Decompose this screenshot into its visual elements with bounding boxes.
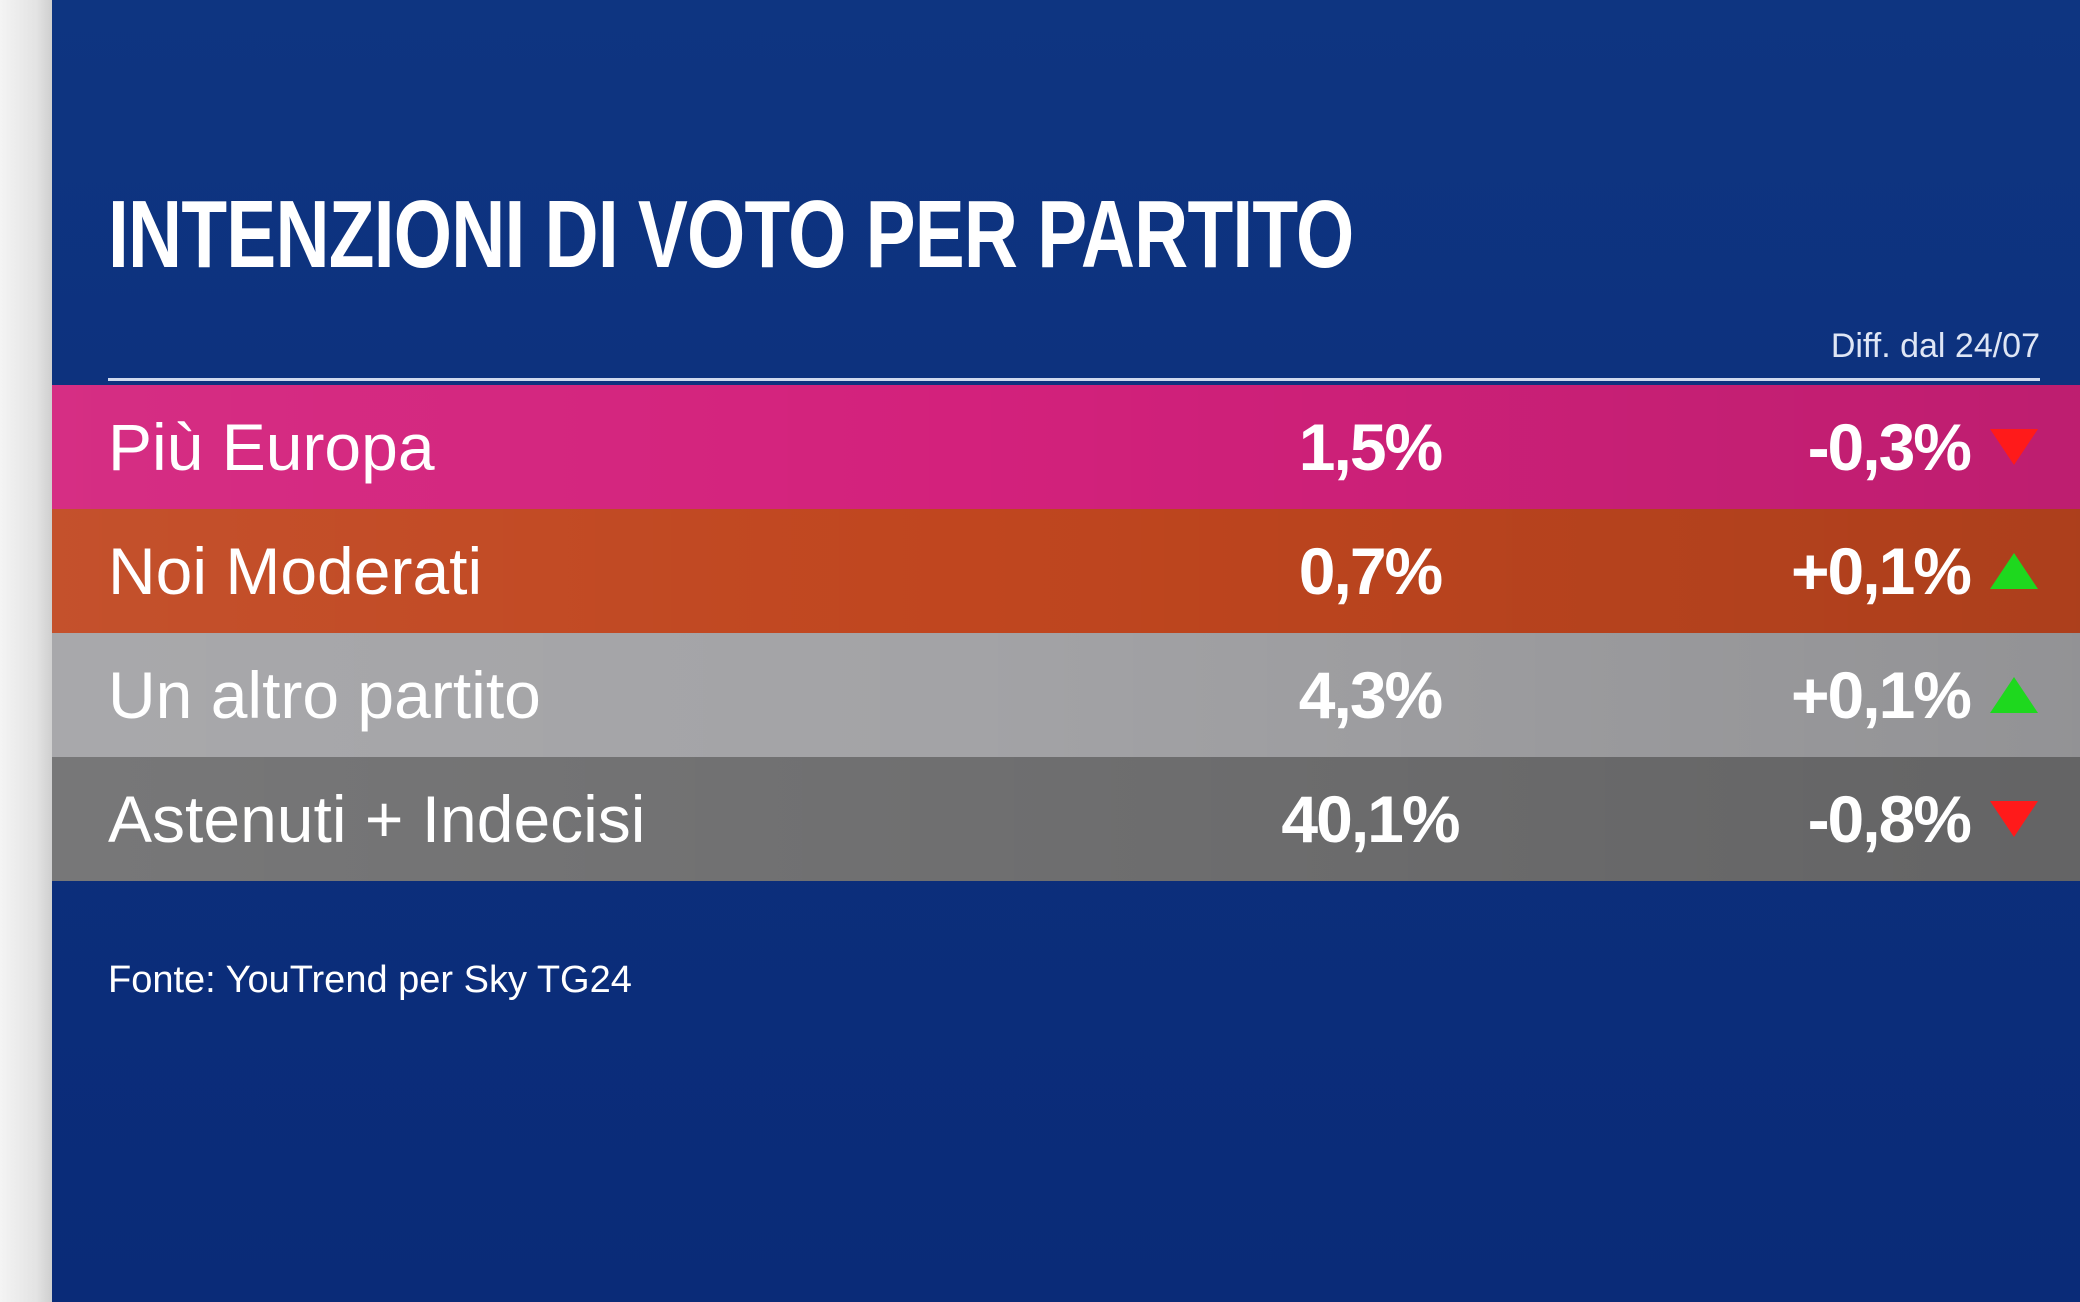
down-triangle-shape — [1990, 429, 2038, 465]
down-triangle-icon — [1988, 385, 2040, 509]
vote-share: 1,5% — [1298, 410, 1443, 484]
table-row: Astenuti + Indecisi 40,1% -0,8% — [52, 757, 2080, 881]
vote-share: 4,3% — [1298, 658, 1443, 732]
down-triangle-icon — [1988, 757, 2040, 881]
results-table: Più Europa 1,5% -0,3% Noi Moderati 0,7% … — [52, 385, 2080, 881]
vote-change: -0,8% — [1807, 782, 1972, 856]
party-name: Più Europa — [108, 410, 435, 484]
table-row: Noi Moderati 0,7% +0,1% — [52, 509, 2080, 633]
party-name: Noi Moderati — [108, 534, 483, 608]
party-name: Astenuti + Indecisi — [108, 782, 646, 856]
vote-change: +0,1% — [1791, 534, 1972, 608]
vote-share: 40,1% — [1281, 782, 1460, 856]
left-edge-strip — [0, 0, 52, 1302]
up-triangle-icon — [1988, 633, 2040, 757]
diff-column-label: Diff. dal 24/07 — [1830, 327, 2040, 365]
page-title: INTENZIONI DI VOTO PER PARTITO — [108, 181, 1354, 288]
table-row: Un altro partito 4,3% +0,1% — [52, 633, 2080, 757]
up-triangle-shape — [1990, 553, 2038, 589]
source-note: Fonte: YouTrend per Sky TG24 — [108, 959, 632, 1001]
table-row: Più Europa 1,5% -0,3% — [52, 385, 2080, 509]
party-name: Un altro partito — [108, 658, 541, 732]
vote-change: -0,3% — [1807, 410, 1972, 484]
header-divider — [108, 378, 2040, 381]
up-triangle-icon — [1988, 509, 2040, 633]
vote-share: 0,7% — [1298, 534, 1443, 608]
down-triangle-shape — [1990, 801, 2038, 837]
up-triangle-shape — [1990, 677, 2038, 713]
vote-change: +0,1% — [1791, 658, 1972, 732]
